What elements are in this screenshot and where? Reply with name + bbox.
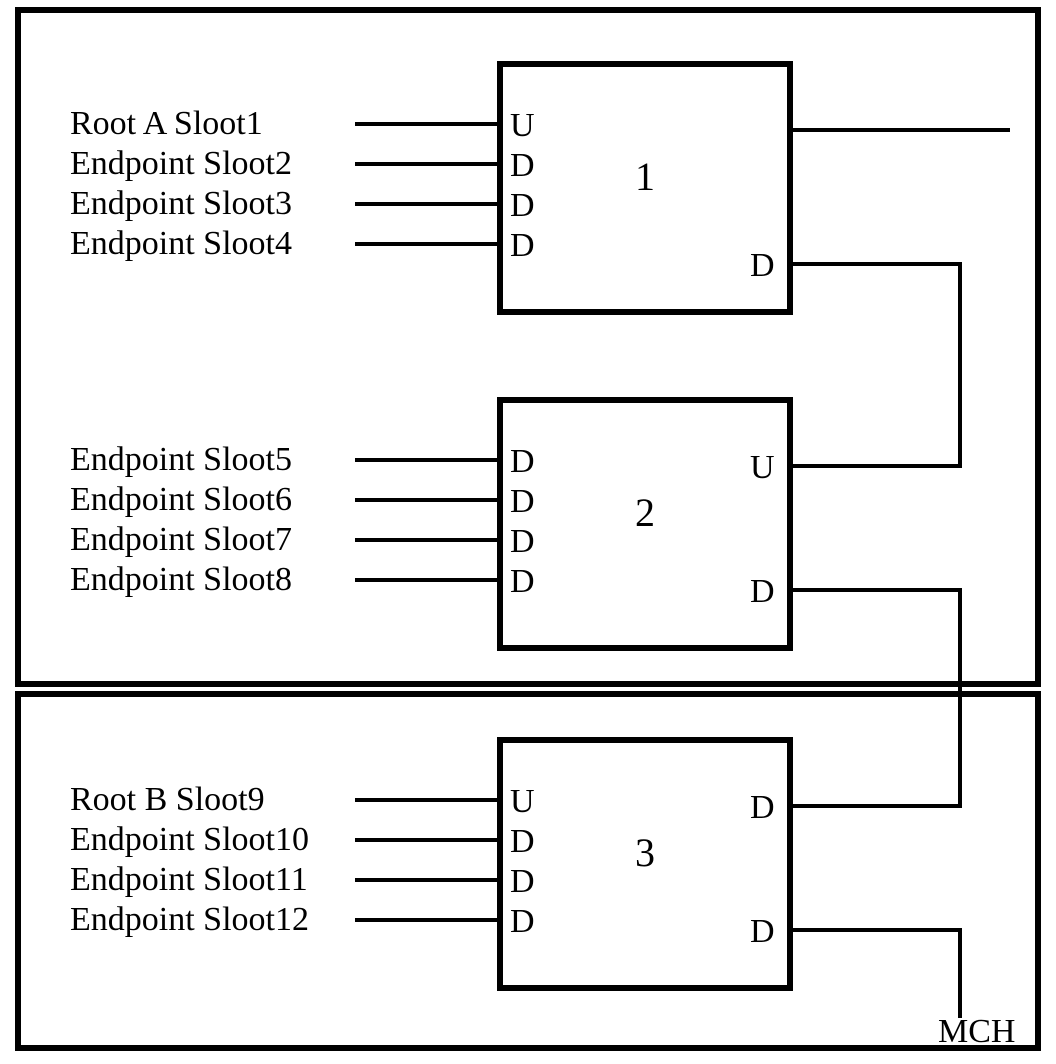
node-2-left-port-2: D (510, 483, 535, 520)
input-label-6: Endpoint Sloot6 (70, 481, 292, 518)
node-2-right-port-2: D (750, 573, 775, 610)
input-label-10: Endpoint Sloot10 (70, 821, 309, 858)
input-label-11: Endpoint Sloot11 (70, 861, 308, 898)
input-label-12: Endpoint Sloot12 (70, 901, 309, 938)
input-label-1: Root A Sloot1 (70, 105, 263, 142)
input-label-8: Endpoint Sloot8 (70, 561, 292, 598)
block-diagram: Root A Sloot1Endpoint Sloot2Endpoint Slo… (0, 0, 1056, 1064)
connection-2 (790, 264, 960, 466)
input-label-5: Endpoint Sloot5 (70, 441, 292, 478)
input-label-9: Root B Sloot9 (70, 781, 265, 818)
node-1-left-port-3: D (510, 187, 535, 224)
node-1-left-port-4: D (510, 227, 535, 264)
node-3-left-port-1: U (510, 783, 535, 820)
node-1-left-port-1: U (510, 107, 535, 144)
node-2-right-port-1: U (750, 449, 775, 486)
output-label-mch: MCH (938, 1013, 1015, 1050)
node-2-left-port-1: D (510, 443, 535, 480)
node-2-left-port-4: D (510, 563, 535, 600)
input-label-7: Endpoint Sloot7 (70, 521, 292, 558)
node-1-right-port-2: D (750, 247, 775, 284)
node-3-right-port-1: D (750, 789, 775, 826)
node-2-left-port-3: D (510, 523, 535, 560)
input-label-2: Endpoint Sloot2 (70, 145, 292, 182)
node-3-left-port-2: D (510, 823, 535, 860)
node-label-2: 2 (635, 490, 655, 535)
node-3-left-port-3: D (510, 863, 535, 900)
input-label-3: Endpoint Sloot3 (70, 185, 292, 222)
node-3-left-port-4: D (510, 903, 535, 940)
input-label-4: Endpoint Sloot4 (70, 225, 292, 262)
node-label-1: 1 (635, 154, 655, 199)
node-label-3: 3 (635, 830, 655, 875)
node-1-left-port-2: D (510, 147, 535, 184)
connection-3 (790, 590, 960, 806)
connection-4 (790, 930, 960, 1018)
node-3-right-port-2: D (750, 913, 775, 950)
